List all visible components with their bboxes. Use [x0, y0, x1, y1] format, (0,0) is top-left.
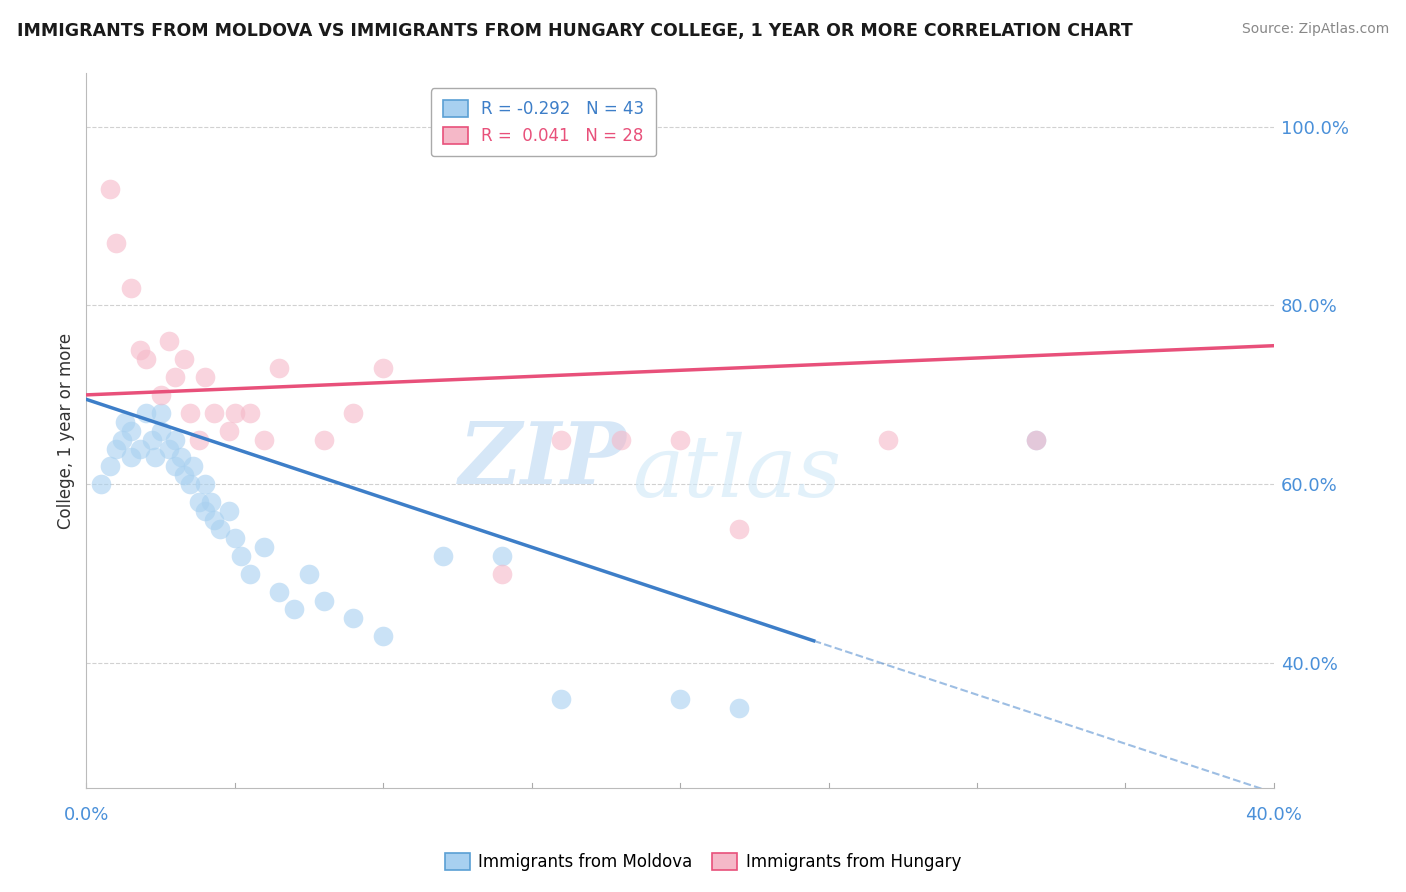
Legend: Immigrants from Moldova, Immigrants from Hungary: Immigrants from Moldova, Immigrants from…: [436, 845, 970, 880]
Point: [218, 504, 240, 518]
Point: [432, 549, 454, 563]
Point: [728, 522, 751, 536]
Text: ZIP: ZIP: [458, 417, 627, 501]
Text: Source: ZipAtlas.com: Source: ZipAtlas.com: [1241, 22, 1389, 37]
Point: [253, 540, 276, 554]
Point: [149, 388, 172, 402]
Point: [208, 522, 231, 536]
Point: [173, 468, 195, 483]
Point: [550, 433, 572, 447]
Point: [202, 406, 225, 420]
Point: [491, 566, 513, 581]
Point: [194, 504, 217, 518]
Point: [342, 611, 364, 625]
Point: [669, 692, 692, 706]
Point: [491, 549, 513, 563]
Point: [179, 477, 201, 491]
Point: [342, 406, 364, 420]
Point: [179, 406, 201, 420]
Point: [165, 459, 187, 474]
Point: [269, 361, 291, 376]
Point: [120, 424, 142, 438]
Point: [188, 495, 211, 509]
Point: [239, 566, 262, 581]
Point: [373, 629, 395, 643]
Point: [141, 433, 163, 447]
Point: [188, 433, 211, 447]
Legend: R = -0.292   N = 43, R =  0.041   N = 28: R = -0.292 N = 43, R = 0.041 N = 28: [432, 88, 657, 156]
Point: [90, 477, 112, 491]
Point: [1025, 433, 1047, 447]
Point: [877, 433, 900, 447]
Point: [224, 406, 246, 420]
Point: [224, 531, 246, 545]
Point: [239, 406, 262, 420]
Point: [98, 182, 121, 196]
Point: [229, 549, 252, 563]
Point: [135, 406, 157, 420]
Point: [181, 459, 204, 474]
Point: [173, 352, 195, 367]
Point: [165, 433, 187, 447]
Point: [218, 424, 240, 438]
Point: [609, 433, 631, 447]
Point: [202, 513, 225, 527]
Text: IMMIGRANTS FROM MOLDOVA VS IMMIGRANTS FROM HUNGARY COLLEGE, 1 YEAR OR MORE CORRE: IMMIGRANTS FROM MOLDOVA VS IMMIGRANTS FR…: [17, 22, 1133, 40]
Point: [669, 433, 692, 447]
Point: [157, 334, 180, 349]
Point: [120, 280, 142, 294]
Point: [170, 450, 193, 465]
Point: [312, 433, 335, 447]
Point: [98, 459, 121, 474]
Point: [165, 370, 187, 384]
Point: [194, 370, 217, 384]
Point: [104, 442, 127, 456]
Point: [114, 415, 136, 429]
Text: atlas: atlas: [633, 433, 842, 515]
Point: [312, 593, 335, 607]
Point: [200, 495, 222, 509]
Point: [128, 442, 150, 456]
Y-axis label: College, 1 year or more: College, 1 year or more: [58, 333, 75, 529]
Point: [283, 602, 305, 616]
Point: [269, 584, 291, 599]
Point: [728, 701, 751, 715]
Point: [194, 477, 217, 491]
Point: [135, 352, 157, 367]
Point: [550, 692, 572, 706]
Point: [149, 424, 172, 438]
Point: [111, 433, 134, 447]
Point: [298, 566, 321, 581]
Point: [253, 433, 276, 447]
Text: 0.0%: 0.0%: [63, 806, 110, 824]
Point: [157, 442, 180, 456]
Point: [143, 450, 166, 465]
Point: [149, 406, 172, 420]
Point: [104, 235, 127, 250]
Text: 40.0%: 40.0%: [1246, 806, 1302, 824]
Point: [1025, 433, 1047, 447]
Point: [373, 361, 395, 376]
Point: [128, 343, 150, 358]
Point: [120, 450, 142, 465]
